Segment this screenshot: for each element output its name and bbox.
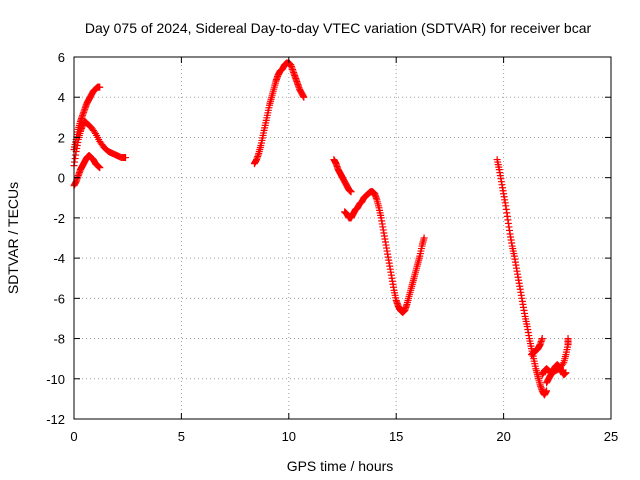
- data-point: [122, 154, 130, 162]
- y-tick-label: -2: [53, 211, 65, 226]
- data-point: [559, 360, 567, 368]
- x-tick-label: 5: [178, 429, 185, 444]
- plot-frame: [73, 56, 612, 420]
- chart-title: Day 075 of 2024, Sidereal Day-to-day VTE…: [85, 20, 592, 36]
- data-point: [564, 335, 572, 343]
- axis-ticks: 0 5 10 15 20 25 -12 -10 -8 -6 -4 -2 0 2 4 6: [46, 50, 618, 444]
- x-tick-label: 20: [496, 429, 510, 444]
- data-point: [96, 83, 104, 91]
- y-tick-label: -12: [46, 412, 65, 427]
- y-tick-label: -4: [53, 251, 65, 266]
- y-tick-label: -8: [53, 332, 65, 347]
- data-point: [543, 387, 551, 395]
- x-tick-label: 10: [282, 429, 296, 444]
- data-point: [90, 128, 98, 136]
- y-tick-label: 6: [58, 50, 65, 65]
- y-tick-label: 4: [58, 90, 65, 105]
- y-axis-label: SDTVAR / TECUs: [5, 182, 21, 294]
- data-point: [300, 93, 308, 101]
- data-point: [420, 234, 428, 242]
- data-point: [96, 164, 104, 172]
- y-tick-label: -6: [53, 291, 65, 306]
- data-points: [70, 59, 572, 399]
- x-tick-label: 25: [604, 429, 618, 444]
- x-axis-label: GPS time / hours: [287, 458, 394, 474]
- data-point: [562, 369, 570, 377]
- y-tick-label: 2: [58, 130, 65, 145]
- data-point: [347, 188, 355, 196]
- grid: [74, 57, 611, 419]
- x-tick-label: 15: [389, 429, 403, 444]
- x-tick-label: 0: [70, 429, 77, 444]
- y-tick-label: -10: [46, 372, 65, 387]
- y-tick-label: 0: [58, 171, 65, 186]
- data-point: [538, 335, 546, 343]
